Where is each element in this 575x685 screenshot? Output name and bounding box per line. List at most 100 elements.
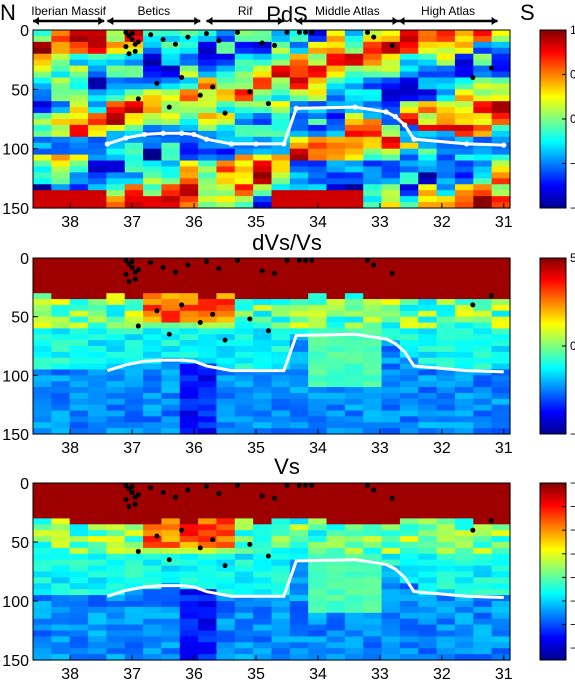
panel-title-2: dVs/Vs bbox=[252, 230, 322, 255]
heatmap-cell bbox=[124, 178, 144, 185]
heatmap-cell bbox=[308, 148, 328, 156]
heatmap-cell bbox=[381, 322, 401, 329]
heatmap-cell bbox=[106, 577, 126, 584]
event-point bbox=[488, 65, 494, 71]
heatmap-cell bbox=[473, 518, 493, 525]
heatmap-cell bbox=[289, 166, 309, 173]
heatmap-cell bbox=[234, 142, 254, 150]
heatmap-cell bbox=[289, 606, 309, 614]
heatmap-cell bbox=[491, 589, 511, 596]
heatmap-cell bbox=[344, 506, 364, 514]
heatmap-cell bbox=[198, 59, 218, 67]
heatmap-cell bbox=[436, 41, 456, 49]
heatmap-cell bbox=[69, 595, 89, 602]
heatmap-cell bbox=[106, 269, 126, 277]
heatmap-cell bbox=[234, 524, 254, 531]
heatmap-cell bbox=[106, 281, 126, 288]
colorbar-tick-label: −3.8 bbox=[570, 476, 575, 490]
heatmap-cell bbox=[418, 565, 438, 573]
heatmap-cell bbox=[363, 648, 383, 655]
event-point bbox=[309, 482, 315, 488]
heatmap-cell bbox=[308, 41, 328, 49]
heatmap-cell bbox=[344, 71, 364, 79]
heatmap-cell bbox=[326, 89, 346, 96]
heatmap-cell bbox=[161, 618, 181, 626]
heatmap-cell bbox=[234, 304, 254, 312]
heatmap-cell bbox=[473, 281, 493, 288]
heatmap-cell bbox=[436, 263, 456, 271]
heatmap-cell bbox=[253, 178, 273, 185]
heatmap-cell bbox=[308, 322, 328, 329]
heatmap-cell bbox=[69, 536, 89, 543]
heatmap-cell bbox=[216, 275, 236, 283]
heatmap-cell bbox=[161, 77, 181, 84]
heatmap-cell bbox=[491, 53, 511, 61]
heatmap-cell bbox=[216, 71, 236, 79]
heatmap-cell bbox=[253, 636, 273, 643]
heatmap-cell bbox=[454, 196, 474, 203]
heatmap-cell bbox=[161, 483, 181, 490]
heatmap-cell bbox=[253, 287, 273, 294]
heatmap-cell bbox=[271, 606, 291, 614]
heatmap-cell bbox=[399, 392, 419, 400]
heatmap-cell bbox=[454, 130, 474, 138]
boundary-line-1 bbox=[106, 105, 504, 147]
x-tick-label: 36 bbox=[185, 440, 203, 457]
heatmap-cell bbox=[198, 41, 218, 49]
heatmap-cell bbox=[436, 542, 456, 549]
heatmap-cell bbox=[198, 166, 218, 173]
heatmap-cell bbox=[271, 618, 291, 626]
heatmap-cell bbox=[198, 281, 218, 288]
heatmap-cell bbox=[234, 35, 254, 43]
heatmap-cell bbox=[179, 124, 199, 132]
heatmap-cell bbox=[289, 316, 309, 324]
heatmap-cell bbox=[161, 416, 181, 423]
heatmap-cell bbox=[106, 184, 126, 191]
heatmap-cell bbox=[271, 172, 291, 179]
heatmap-cell bbox=[289, 416, 309, 423]
heatmap-cell bbox=[436, 381, 456, 388]
heatmap-cell bbox=[69, 392, 89, 400]
heatmap-cell bbox=[88, 269, 107, 277]
heatmap-cell bbox=[234, 77, 254, 84]
heatmap-cell bbox=[234, 577, 254, 584]
heatmap-cell bbox=[51, 95, 71, 102]
heatmap-cell bbox=[271, 142, 291, 150]
heatmap-cell bbox=[436, 357, 456, 365]
heatmap-cell bbox=[69, 142, 89, 150]
heatmap-cell bbox=[363, 500, 383, 508]
heatmap-cell bbox=[216, 178, 236, 185]
heatmap-cell bbox=[271, 428, 291, 435]
heatmap-cell bbox=[363, 553, 383, 561]
heatmap-cell bbox=[326, 542, 346, 549]
heatmap-cell bbox=[33, 35, 52, 43]
heatmap-cell bbox=[399, 559, 419, 567]
heatmap-cell bbox=[326, 154, 346, 162]
heatmap-cell bbox=[271, 65, 291, 73]
heatmap-cell bbox=[51, 148, 71, 156]
heatmap-cell bbox=[179, 142, 199, 150]
heatmap-cell bbox=[326, 577, 346, 584]
heatmap-cell bbox=[491, 184, 511, 191]
heatmap-cell bbox=[88, 299, 107, 306]
heatmap-cell bbox=[418, 559, 438, 567]
heatmap-cell bbox=[106, 334, 126, 341]
heatmap-cell bbox=[33, 404, 52, 412]
heatmap-cell bbox=[161, 410, 181, 417]
heatmap-cell bbox=[344, 357, 364, 365]
heatmap-cell bbox=[143, 322, 163, 329]
heatmap-cell bbox=[418, 202, 438, 209]
heatmap-cell bbox=[308, 130, 328, 138]
colorbar-3 bbox=[539, 482, 567, 661]
heatmap-cell bbox=[161, 654, 181, 661]
y-tick-label: 100 bbox=[2, 368, 29, 385]
heatmap-cell bbox=[418, 328, 438, 335]
heatmap-cell bbox=[381, 190, 401, 197]
heatmap-cell bbox=[198, 340, 218, 347]
heatmap-cell bbox=[179, 636, 199, 643]
heatmap-cell bbox=[399, 636, 419, 643]
heatmap-cell bbox=[88, 357, 107, 365]
event-point bbox=[132, 501, 138, 507]
heatmap-cell bbox=[473, 65, 493, 73]
heatmap-cell bbox=[418, 41, 438, 49]
